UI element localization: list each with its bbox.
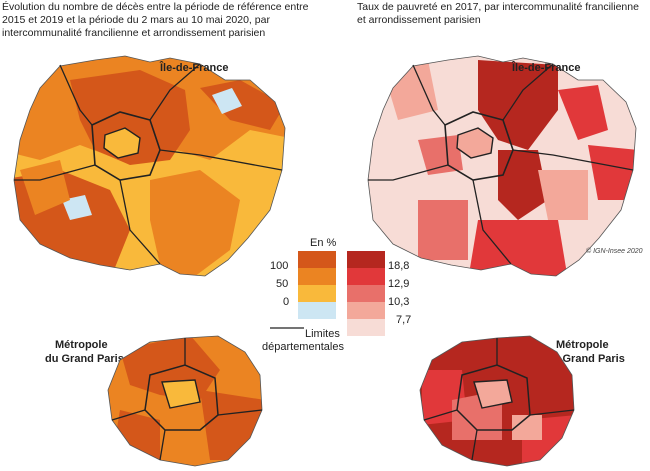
legend-tick-7-7: 7,7 (396, 314, 412, 326)
deaths-metropole-map (107, 335, 263, 467)
metro-label-right-2: du Grand Paris (546, 353, 625, 365)
paris-area (103, 127, 141, 159)
legend-swatch-pov-1 (347, 251, 385, 268)
legend-swatch-deaths-high (298, 251, 336, 268)
metro-label-right-1: Métropole (556, 339, 609, 351)
deaths-zone-negative-west (62, 195, 92, 220)
poverty-zone-east (588, 145, 636, 200)
legend-swatch-pov-2 (347, 268, 385, 285)
poverty-zone-northeast (558, 85, 608, 140)
deaths-map (13, 55, 286, 277)
legend-tick-0: 0 (283, 296, 290, 308)
deaths-zone-negative-east (212, 88, 242, 114)
paris-area (456, 127, 494, 159)
poverty-zone-southeast (538, 170, 588, 220)
poverty-zone-southwest (418, 200, 468, 260)
poverty-zone-west (418, 135, 463, 175)
legend-swatch-pov-3 (347, 285, 385, 302)
legend-boundary-line (270, 327, 304, 329)
metro-label-left-1: Métropole (55, 339, 108, 351)
deaths-zone-centre (70, 70, 190, 165)
legend-tick-12-9: 12,9 (388, 278, 410, 290)
dept-boundary-inner (444, 111, 514, 181)
legend-swatch-deaths-low (298, 285, 336, 302)
dept-boundary-inner (91, 111, 161, 181)
legend-tick-10-3: 10,3 (388, 296, 410, 308)
legend-swatch-pov-5 (347, 319, 385, 336)
region-label-right: Île-de-France (512, 62, 581, 74)
legend-boundary-label-1: Limites (305, 328, 340, 340)
legend-tick-100: 100 (270, 260, 289, 272)
deaths-zone-west (20, 160, 70, 215)
left-map-title: Évolution du nombre de décès entre la pé… (2, 1, 309, 39)
legend-tick-50: 50 (276, 278, 289, 290)
metro-label-left-2: du Grand Paris (45, 353, 124, 365)
legend-swatch-pov-4 (347, 302, 385, 319)
poverty-metropole-map (419, 335, 575, 467)
legend-tick-18-8: 18,8 (388, 260, 410, 272)
deaths-zone-southeast (150, 170, 240, 276)
poverty-zone-south (468, 220, 568, 276)
right-map-title: Taux de pauvreté en 2017, par intercommu… (357, 1, 639, 26)
dept-boundaries (368, 63, 634, 265)
legend-swatch-deaths-neg (298, 302, 336, 319)
legend-unit: En % (310, 237, 337, 249)
credit-text: © IGN-Insee 2020 (586, 248, 643, 255)
legend-swatch-deaths-mid (298, 268, 336, 285)
poverty-map (367, 55, 637, 277)
dept-boundaries (14, 63, 283, 265)
poverty-zone-centre-south (498, 150, 548, 220)
poverty-zone-north (478, 60, 558, 150)
region-label-left: Île-de-France (160, 62, 229, 74)
legend-boundary-label-2: départementales (262, 341, 344, 353)
